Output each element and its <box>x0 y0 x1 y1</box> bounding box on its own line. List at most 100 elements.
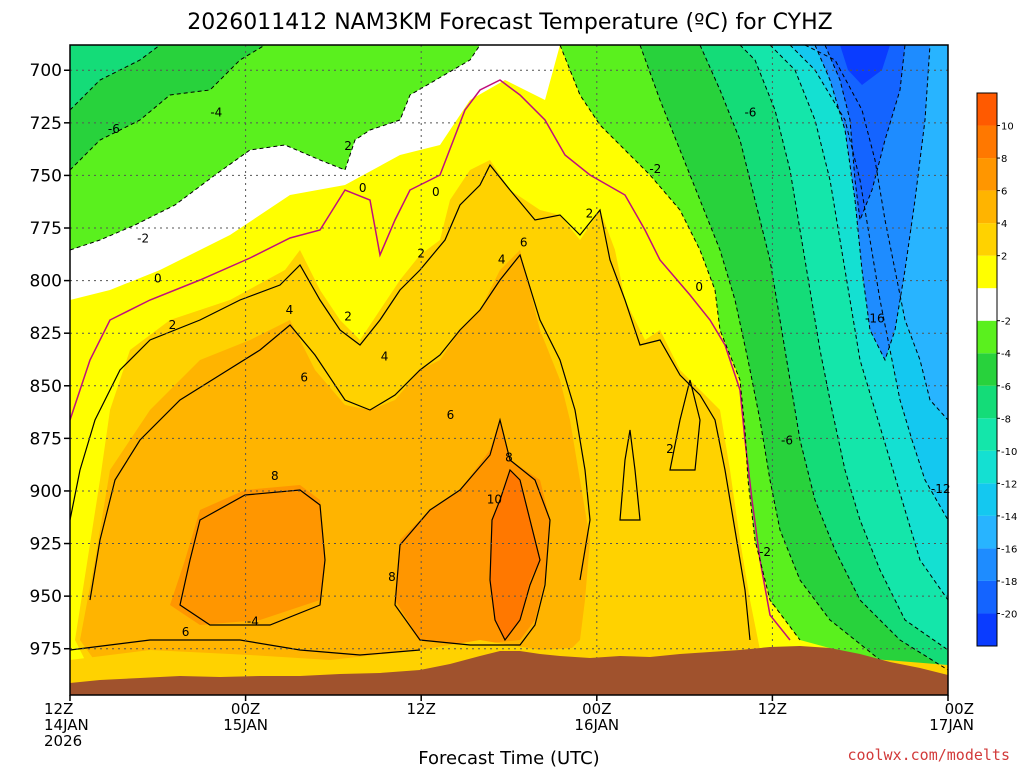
contour-label: 4 <box>286 303 294 317</box>
y-axis: 700 725 750 775 800 825 850 875 900 925 950 975 <box>30 61 70 660</box>
contour-label: 4 <box>498 253 506 267</box>
contour-label: -6 <box>744 105 756 119</box>
colorbar-swatch <box>977 255 997 289</box>
colorbar-label: 2 <box>1001 252 1007 263</box>
y-tick-label: 950 <box>30 587 62 607</box>
colorbar-swatch <box>977 320 997 354</box>
x-tick-label: 12Z <box>407 700 436 718</box>
colorbar-label: 6 <box>1001 187 1007 198</box>
colorbar-swatch <box>977 580 997 614</box>
x-tick-label: 00Z <box>582 700 611 718</box>
colorbar-swatch <box>977 385 997 419</box>
contour-label: -12 <box>931 482 951 496</box>
contour-label: 8 <box>388 570 396 584</box>
contour-label: 4 <box>381 349 389 363</box>
contour-label: 6 <box>182 625 190 639</box>
contour-label: 2 <box>417 246 425 260</box>
contour-label: -2 <box>649 162 661 176</box>
y-tick-label: 800 <box>30 272 62 292</box>
x-tick-label: 2026 <box>44 732 82 750</box>
credit-text: coolwx.com/modelts <box>847 746 1010 764</box>
temperature-fill-field <box>70 45 948 695</box>
contour-label: 6 <box>300 370 308 384</box>
colorbar-swatch <box>977 125 997 159</box>
y-tick-label: 875 <box>30 429 62 449</box>
x-tick-label: 12Z <box>758 700 787 718</box>
contour-label: 6 <box>447 408 455 422</box>
x-tick-label: 00Z <box>231 700 260 718</box>
colorbar-label: -16 <box>1001 544 1017 555</box>
grid-lines <box>70 45 948 695</box>
x-axis-title: Forecast Time (UTC) <box>418 748 599 768</box>
colorbar: -20 -18 -16 -14 -12 -10 -8 -6 -4 -2 2 4 6 8 10 <box>976 92 1017 647</box>
contour-label: -16 <box>865 311 885 325</box>
colorbar-label: -10 <box>1001 447 1017 458</box>
colorbar-swatch <box>977 190 997 224</box>
colorbar-swatch <box>977 613 997 646</box>
contour-label: -4 <box>247 614 259 628</box>
y-tick-label: 925 <box>30 535 62 555</box>
colorbar-label: -12 <box>1001 479 1017 490</box>
colorbar-label: -4 <box>1001 349 1011 360</box>
x-tick-label: 14JAN <box>44 716 89 734</box>
colorbar-swatch <box>977 288 997 321</box>
contour-label: 0 <box>359 181 367 195</box>
x-tick-label: 17JAN <box>929 716 974 734</box>
cold-dashed-contours <box>70 45 948 671</box>
colorbar-frame <box>976 92 998 647</box>
colorbar-label: -6 <box>1001 382 1011 393</box>
contour-label: 2 <box>169 318 177 332</box>
y-tick-label: 975 <box>30 640 62 660</box>
chart-title: 2026011412 NAM3KM Forecast Temperature (… <box>187 10 832 35</box>
contour-label: -6 <box>108 122 120 136</box>
colorbar-swatch <box>977 158 997 191</box>
contour-label: 0 <box>154 271 162 285</box>
colorbar-swatch <box>977 450 997 484</box>
colorbar-label: -18 <box>1001 577 1017 588</box>
x-tick-label: 12Z <box>44 700 73 718</box>
contour-label: 8 <box>505 450 513 464</box>
colorbar-swatch <box>977 223 997 256</box>
terrain-surface <box>70 646 948 695</box>
colorbar-swatch <box>977 515 997 549</box>
colorbar-label: 10 <box>1001 122 1014 133</box>
colorbar-swatch <box>977 353 997 386</box>
y-tick-label: 750 <box>30 166 62 186</box>
contour-label: -2 <box>137 232 149 246</box>
colorbar-label: -14 <box>1001 512 1017 523</box>
contour-label: 10 <box>487 492 502 506</box>
contour-label: 2 <box>666 442 674 456</box>
y-tick-label: 900 <box>30 482 62 502</box>
colorbar-swatch <box>977 548 997 581</box>
plot-area <box>70 45 948 695</box>
colorbar-label: 4 <box>1001 219 1007 230</box>
contour-label: 2 <box>344 309 352 323</box>
y-tick-label: 725 <box>30 114 62 134</box>
contour-label: 0 <box>432 185 440 199</box>
colorbar-label: -2 <box>1001 317 1011 328</box>
contour-label: 2 <box>344 139 352 153</box>
x-tick-label: 00Z <box>945 700 974 718</box>
colorbar-label: -20 <box>1001 609 1017 620</box>
contour-label: 0 <box>695 280 703 294</box>
y-tick-label: 700 <box>30 61 62 81</box>
y-tick-label: 775 <box>30 219 62 239</box>
colorbar-label: 8 <box>1001 154 1007 165</box>
contour-label: 2 <box>586 206 594 220</box>
temperature-contours <box>70 79 791 656</box>
y-tick-label: 825 <box>30 324 62 344</box>
colorbar-swatch <box>977 483 997 516</box>
colorbar-swatch <box>977 418 997 451</box>
colorbar-swatch <box>977 93 997 126</box>
x-tick-label: 16JAN <box>574 716 619 734</box>
contour-label: -4 <box>210 105 222 119</box>
contour-label: 6 <box>520 236 528 250</box>
colorbar-label: -8 <box>1001 414 1011 425</box>
y-tick-label: 850 <box>30 377 62 397</box>
contour-label: -6 <box>781 433 793 447</box>
contour-label: -2 <box>759 545 771 559</box>
x-tick-label: 15JAN <box>223 716 268 734</box>
